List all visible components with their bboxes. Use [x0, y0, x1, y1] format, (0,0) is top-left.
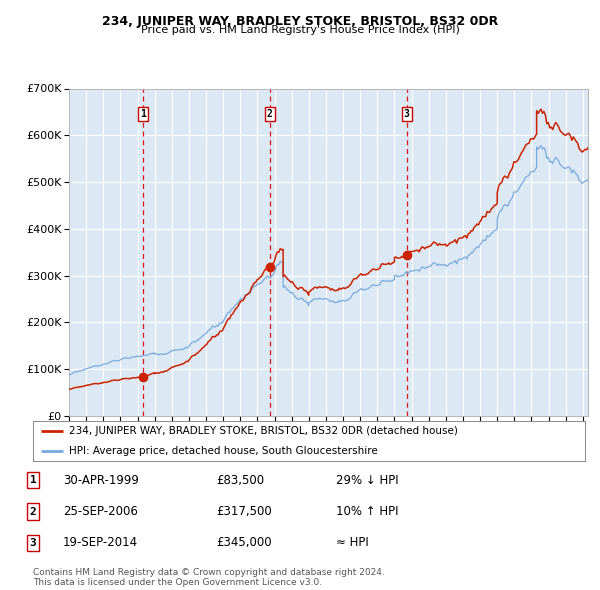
- Text: 234, JUNIPER WAY, BRADLEY STOKE, BRISTOL, BS32 0DR: 234, JUNIPER WAY, BRADLEY STOKE, BRISTOL…: [102, 15, 498, 28]
- Text: 1: 1: [140, 109, 146, 119]
- Text: Price paid vs. HM Land Registry's House Price Index (HPI): Price paid vs. HM Land Registry's House …: [140, 25, 460, 35]
- Text: Contains HM Land Registry data © Crown copyright and database right 2024.
This d: Contains HM Land Registry data © Crown c…: [33, 568, 385, 587]
- Text: HPI: Average price, detached house, South Gloucestershire: HPI: Average price, detached house, Sout…: [69, 447, 377, 456]
- Text: 19-SEP-2014: 19-SEP-2014: [63, 536, 138, 549]
- Text: 3: 3: [404, 109, 410, 119]
- Text: 29% ↓ HPI: 29% ↓ HPI: [336, 474, 398, 487]
- Text: 234, JUNIPER WAY, BRADLEY STOKE, BRISTOL, BS32 0DR (detached house): 234, JUNIPER WAY, BRADLEY STOKE, BRISTOL…: [69, 427, 458, 436]
- Text: £83,500: £83,500: [216, 474, 264, 487]
- Text: 2: 2: [29, 507, 37, 516]
- Text: 25-SEP-2006: 25-SEP-2006: [63, 505, 138, 518]
- Text: 3: 3: [29, 538, 37, 548]
- Text: 1: 1: [29, 476, 37, 485]
- Text: 10% ↑ HPI: 10% ↑ HPI: [336, 505, 398, 518]
- Text: 2: 2: [267, 109, 273, 119]
- Text: 30-APR-1999: 30-APR-1999: [63, 474, 139, 487]
- Text: ≈ HPI: ≈ HPI: [336, 536, 369, 549]
- Text: £317,500: £317,500: [216, 505, 272, 518]
- Text: £345,000: £345,000: [216, 536, 272, 549]
